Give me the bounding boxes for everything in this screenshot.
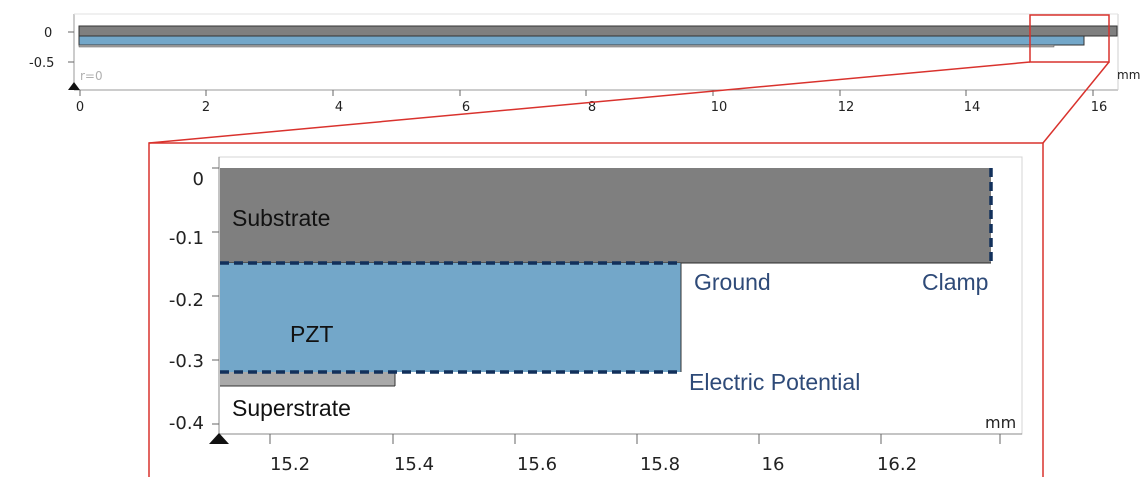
overview-x-tick-label: 6: [462, 100, 470, 115]
overview-unit-label: mm: [1117, 68, 1140, 82]
overview-pzt-layer: [78, 35, 1085, 46]
detail-origin-arrow: [209, 433, 229, 444]
detail-x-tick-label: 15.2: [270, 454, 310, 475]
detail-y-tick-label: -0.3: [169, 351, 204, 372]
substrate-label: Substrate: [232, 205, 330, 231]
detail-x-tick-label: 15.4: [394, 454, 434, 475]
detail-unit-label: mm: [985, 413, 1016, 432]
ground-label: Ground: [694, 269, 771, 295]
overview-x-tick-label: 16: [1091, 100, 1108, 115]
overview-x-tick-label: 10: [711, 100, 728, 115]
detail-x-tick-label: 15.6: [517, 454, 557, 475]
detail-y-tick-label: -0.4: [169, 413, 204, 434]
overview-x-tick-label: 2: [202, 100, 210, 115]
pzt-label: PZT: [290, 321, 333, 347]
overview-x-tick-label: 14: [964, 100, 981, 115]
zoom-region-box: [1029, 14, 1110, 63]
substrate-layer: [220, 168, 991, 263]
detail-y-tick-label: -0.2: [169, 290, 204, 311]
pzt-layer: [220, 263, 681, 372]
clamp-label: Clamp: [922, 269, 988, 295]
superstrate-label: Superstrate: [232, 395, 351, 421]
overview-x-tick-label: 4: [335, 100, 343, 115]
detail-plot: Substrate PZT Superstrate Ground Clamp E…: [148, 142, 1044, 477]
detail-x-tick-label: 15.8: [640, 454, 680, 475]
overview-x-tick-label: 8: [588, 100, 596, 115]
overview-x-tick-label: 0: [76, 100, 84, 115]
overview-superstrate-layer: [78, 44, 1055, 48]
electric-potential-label: Electric Potential: [689, 369, 860, 395]
detail-y-tick-label: -0.1: [169, 228, 204, 249]
overview-origin-arrow: [68, 82, 80, 90]
overview-substrate-layer: [78, 25, 1118, 37]
zoom-connector-left: [148, 61, 1031, 144]
zoom-connector-right: [1042, 61, 1110, 144]
detail-zoom-frame: [148, 142, 1044, 477]
overview-y-tick-label: -0.5: [29, 56, 54, 71]
detail-x-tick-label: 16.2: [877, 454, 917, 475]
superstrate-layer: [220, 372, 395, 386]
overview-y-tick-label: 0: [44, 26, 52, 41]
detail-y-tick-label: 0: [193, 169, 204, 190]
overview-x-tick-label: 12: [838, 100, 855, 115]
overview-plot: 0 -0.5 r=0 0 2 4 6 8 10 12 14 16 m: [29, 13, 1140, 115]
overview-axis-marker: r=0: [80, 69, 103, 83]
detail-x-tick-label: 16: [762, 454, 785, 475]
